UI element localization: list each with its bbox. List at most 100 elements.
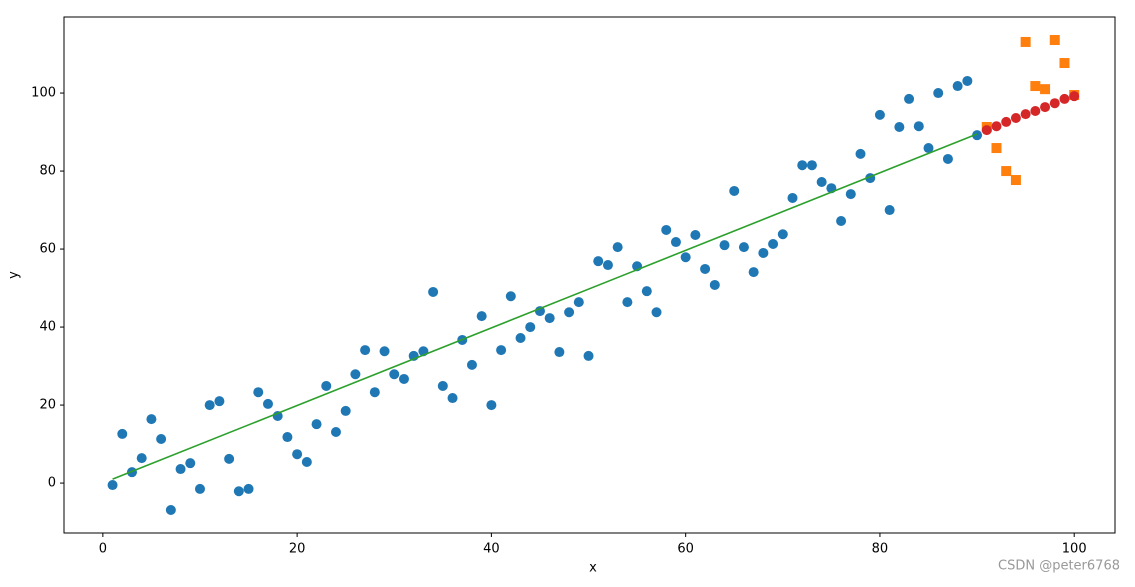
point [962,75,973,86]
point [107,480,118,491]
point [262,398,273,409]
x-tick-label: 0 [99,542,107,557]
point [282,432,293,443]
point [981,125,992,136]
point [729,185,740,196]
point [564,307,575,318]
point [534,306,545,317]
point [544,313,555,324]
point [350,369,361,380]
point [1030,105,1041,116]
x-axis-label: x [589,561,597,576]
axes-frame [63,16,1116,534]
y-tick-label: 40 [39,320,56,335]
x-tick-label: 100 [1062,542,1087,557]
point [437,380,448,391]
square-point [1040,84,1051,95]
point [233,486,244,497]
point [1049,98,1060,109]
y-axis-label: y [7,271,22,279]
point [301,457,312,468]
point [719,240,730,251]
x-tick-label: 20 [289,542,306,557]
point [224,453,235,464]
point [836,215,847,226]
square-point [1001,166,1012,177]
square-point [1030,81,1041,92]
point [292,449,303,460]
point [428,286,439,297]
point [787,192,798,203]
point [768,238,779,249]
point [748,267,759,278]
square-point [1010,175,1021,186]
point [806,160,817,171]
point [165,504,176,515]
point [622,297,633,308]
square-point [991,143,1002,154]
point [185,458,196,469]
point [360,345,371,356]
point [690,230,701,241]
point [894,121,905,132]
point [777,229,788,240]
point [884,205,895,216]
point [379,346,390,357]
point [942,153,953,164]
point [670,237,681,248]
point [816,176,827,187]
point [661,224,672,235]
point [515,332,526,343]
point [117,428,128,439]
point [612,242,623,253]
point [330,426,341,437]
point [136,453,147,464]
square-point [1049,35,1060,46]
point [991,121,1002,132]
point [340,405,351,416]
point [583,350,594,361]
point [904,93,915,104]
point [194,483,205,494]
point [758,247,769,258]
point [486,400,497,411]
square-point [1059,58,1070,69]
fit-line [112,133,978,480]
point [204,400,215,411]
point [321,380,332,391]
point [156,434,167,445]
point [466,359,477,370]
point [972,130,983,141]
point [573,297,584,308]
point [700,263,711,274]
point [680,252,691,263]
x-tick-label: 40 [483,542,500,557]
point [874,109,885,120]
y-tick-label: 80 [39,164,56,179]
point [311,419,322,430]
point [554,347,565,358]
point [505,291,516,302]
point [398,373,409,384]
point [651,307,662,318]
x-tick-label: 60 [677,542,694,557]
point [913,121,924,132]
point [146,414,157,425]
y-tick-label: 60 [39,242,56,257]
point [593,256,604,267]
point [923,143,934,154]
point [602,260,613,271]
point [369,387,380,398]
point [253,387,264,398]
point [952,81,963,92]
point [175,464,186,475]
point [1069,91,1080,102]
point [447,393,458,404]
point [855,148,866,159]
point [709,279,720,290]
y-tick-label: 100 [31,86,56,101]
point [389,369,400,380]
point [933,88,944,99]
point [1059,93,1070,104]
